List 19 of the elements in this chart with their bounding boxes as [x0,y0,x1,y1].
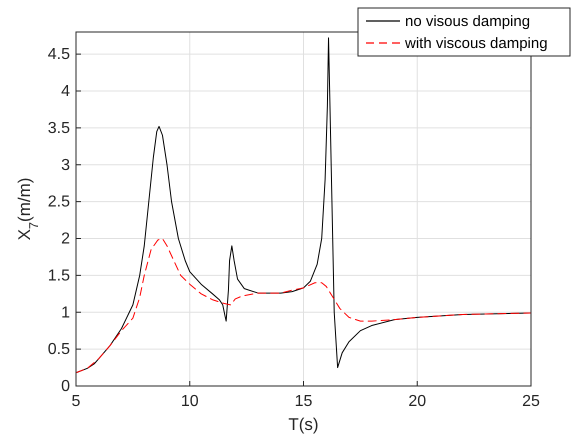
y-tick-label: 1.5 [48,267,70,284]
legend-label: with viscous damping [404,35,548,52]
y-tick-label: 1 [61,304,70,322]
x-tick-label: 25 [522,393,540,410]
x-tick-label: 10 [180,393,199,410]
x-tick-label: 20 [408,393,426,410]
y-tick-label: 2 [61,230,70,248]
y-tick-label: 4.5 [48,46,70,64]
y-tick-label: 0.5 [48,341,70,358]
y-tick-label: 3.5 [48,120,70,137]
y-tick-label: 4 [61,83,70,100]
y-tick-label: 3 [61,156,70,174]
line-series [76,238,532,374]
x-tick-label: 5 [72,393,81,410]
legend-label: no visous damping [405,13,530,30]
x-axis-title: T(s) [288,415,319,434]
y-tick-label: 0 [61,378,70,395]
x-tick-label: 15 [294,393,312,410]
y-tick-label: 2.5 [48,194,70,211]
